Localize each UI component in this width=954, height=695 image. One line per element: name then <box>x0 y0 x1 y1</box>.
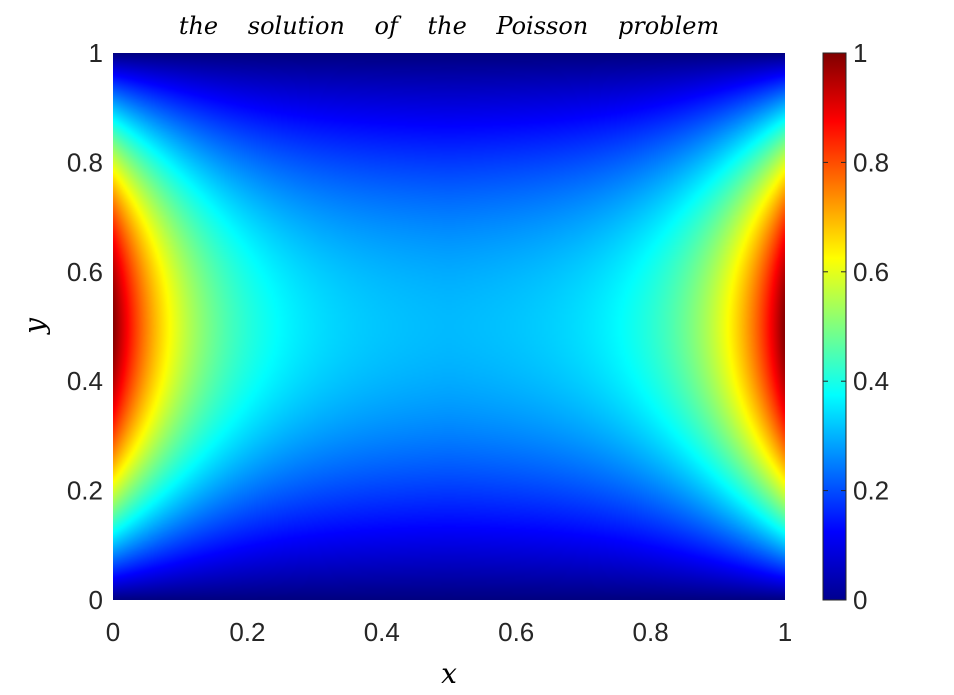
colorbar-ramp <box>823 53 846 600</box>
x-tick-label: 0 <box>106 617 120 647</box>
colorbar-tick-label: 0.8 <box>853 147 889 177</box>
x-tick-label: 0.8 <box>633 617 669 647</box>
colorbar-tick-label: 0.4 <box>853 366 889 396</box>
colorbar: 0 0.2 0.4 0.6 0.8 1 <box>822 38 889 615</box>
x-tick-label: 0.6 <box>498 617 534 647</box>
chart-title: the solution of the Poisson problem <box>179 12 719 40</box>
x-tick-label: 0.2 <box>229 617 265 647</box>
y-tick-label: 0.6 <box>67 257 103 287</box>
y-axis-label: y <box>18 317 51 336</box>
y-axis-ticks: 0 0.2 0.4 0.6 0.8 1 <box>67 38 103 615</box>
x-axis-ticks: 0 0.2 0.4 0.6 0.8 1 <box>106 617 792 647</box>
colorbar-ticks: 0 0.2 0.4 0.6 0.8 1 <box>823 38 889 615</box>
colorbar-tick-label: 1 <box>853 38 867 68</box>
y-tick-label: 0.2 <box>67 476 103 506</box>
heatmap-image <box>113 53 785 600</box>
colorbar-frame <box>822 52 847 601</box>
x-axis-label: x <box>441 657 457 690</box>
x-tick-label: 0.4 <box>364 617 400 647</box>
y-tick-label: 0.4 <box>67 366 103 396</box>
y-tick-label: 0 <box>89 585 103 615</box>
colorbar-tick-label: 0.6 <box>853 257 889 287</box>
y-tick-label: 1 <box>89 38 103 68</box>
heatmap-area <box>113 53 785 600</box>
y-tick-label: 0.8 <box>67 147 103 177</box>
x-tick-label: 1 <box>778 617 792 647</box>
colorbar-tick-label: 0.2 <box>853 476 889 506</box>
colorbar-tick-label: 0 <box>853 585 867 615</box>
